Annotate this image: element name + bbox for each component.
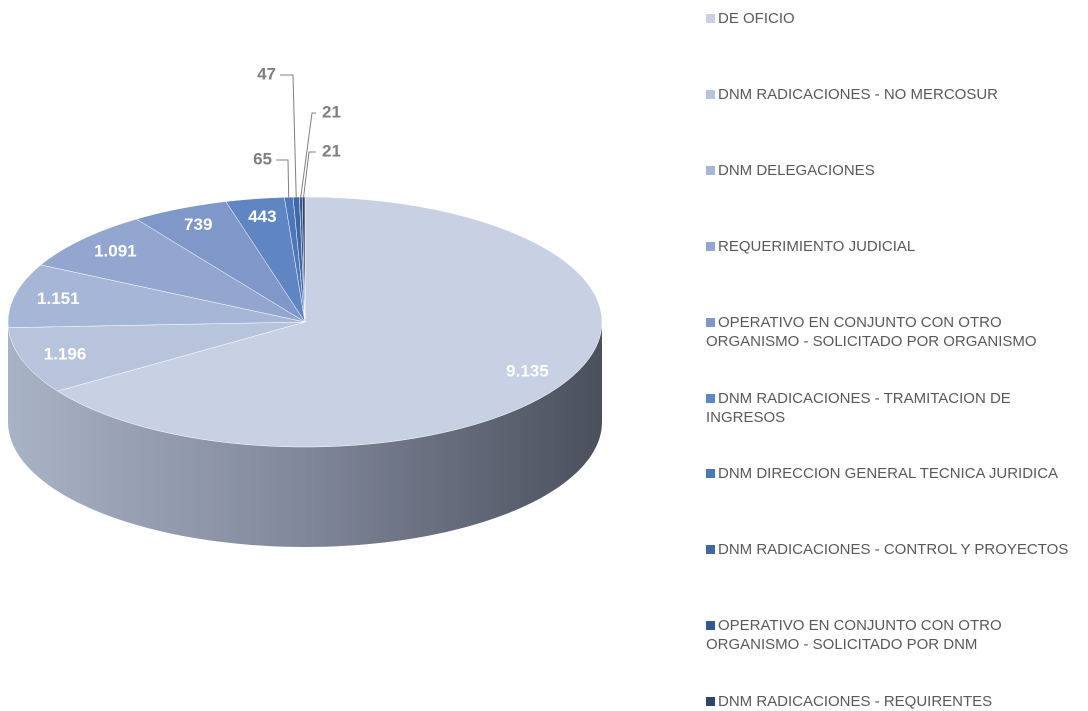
leader-line xyxy=(300,112,316,198)
data-label: 739 xyxy=(184,215,212,234)
legend-swatch xyxy=(706,469,715,479)
legend-swatch xyxy=(706,165,715,175)
legend-label: DNM RADICACIONES - REQUIRENTES xyxy=(718,693,993,711)
legend-label: DNM DELEGACIONES xyxy=(718,161,875,179)
legend-item: OPERATIVO EN CONJUNTO CON OTRO ORGANISMO… xyxy=(706,313,1078,351)
legend-label: REQUERIMIENTO JUDICIAL xyxy=(718,237,916,255)
pie-slice xyxy=(8,321,306,392)
legend-swatch xyxy=(706,545,715,555)
legend-item: DNM RADICACIONES - TRAMITACION DE INGRES… xyxy=(706,389,1078,427)
pie-slice xyxy=(56,196,603,448)
legend-label: OPERATIVO EN CONJUNTO CON OTRO ORGANISMO… xyxy=(706,313,1037,350)
legend-item: DNM DIRECCION GENERAL TECNICA JURIDICA xyxy=(706,464,1078,483)
legend-item: DE OFICIO xyxy=(706,9,1078,28)
leader-line xyxy=(280,74,297,198)
pie-slice xyxy=(135,201,306,323)
legend-label: DNM RADICACIONES - NO MERCOSUR xyxy=(718,85,999,103)
legend-label: DNM RADICACIONES - TRAMITACION DE INGRES… xyxy=(706,389,1011,426)
pie-slice xyxy=(225,197,306,323)
data-label: 1.091 xyxy=(94,241,137,260)
legend-item: DNM RADICACIONES - CONTROL Y PROYECTOS xyxy=(706,540,1078,559)
legend-label: DNM DIRECCION GENERAL TECNICA JURIDICA xyxy=(718,465,1059,483)
data-label: 21 xyxy=(322,102,341,121)
legend-swatch xyxy=(706,241,715,251)
legend-label: DNM RADICACIONES - CONTROL Y PROYECTOS xyxy=(718,541,1069,559)
legend-swatch xyxy=(706,621,715,631)
legend-item: OPERATIVO EN CONJUNTO CON OTRO ORGANISMO… xyxy=(706,616,1078,654)
legend-item: REQUERIMIENTO JUDICIAL xyxy=(706,237,1078,256)
legend-item: DNM RADICACIONES - NO MERCOSUR xyxy=(706,85,1078,104)
pie-side xyxy=(8,322,602,547)
legend-item: DNM DELEGACIONES xyxy=(706,161,1078,180)
legend-swatch xyxy=(706,697,715,707)
data-label: 443 xyxy=(248,207,276,226)
data-label: 9.135 xyxy=(506,362,549,381)
data-label: 1.151 xyxy=(37,289,80,308)
legend-swatch xyxy=(706,317,715,327)
legend-swatch xyxy=(706,14,715,23)
legend-item: DNM RADICACIONES - REQUIRENTES xyxy=(706,692,1078,711)
legend-swatch xyxy=(706,89,715,99)
data-label: 65 xyxy=(253,149,272,168)
data-label: 1.196 xyxy=(44,344,87,363)
pie-slice xyxy=(40,218,306,323)
data-label: 47 xyxy=(257,64,276,83)
leader-line xyxy=(276,159,290,198)
legend-label: DE OFICIO xyxy=(718,10,795,27)
data-label: 21 xyxy=(322,141,341,160)
pie-slice xyxy=(7,264,306,328)
legend-swatch xyxy=(706,393,715,403)
legend-label: OPERATIVO EN CONJUNTO CON OTRO ORGANISMO… xyxy=(706,617,1002,654)
leader-line xyxy=(303,151,316,198)
pie-area: 9.135 1.196 1.151 1.091 739 443 65 47 21 21 xyxy=(7,64,603,547)
